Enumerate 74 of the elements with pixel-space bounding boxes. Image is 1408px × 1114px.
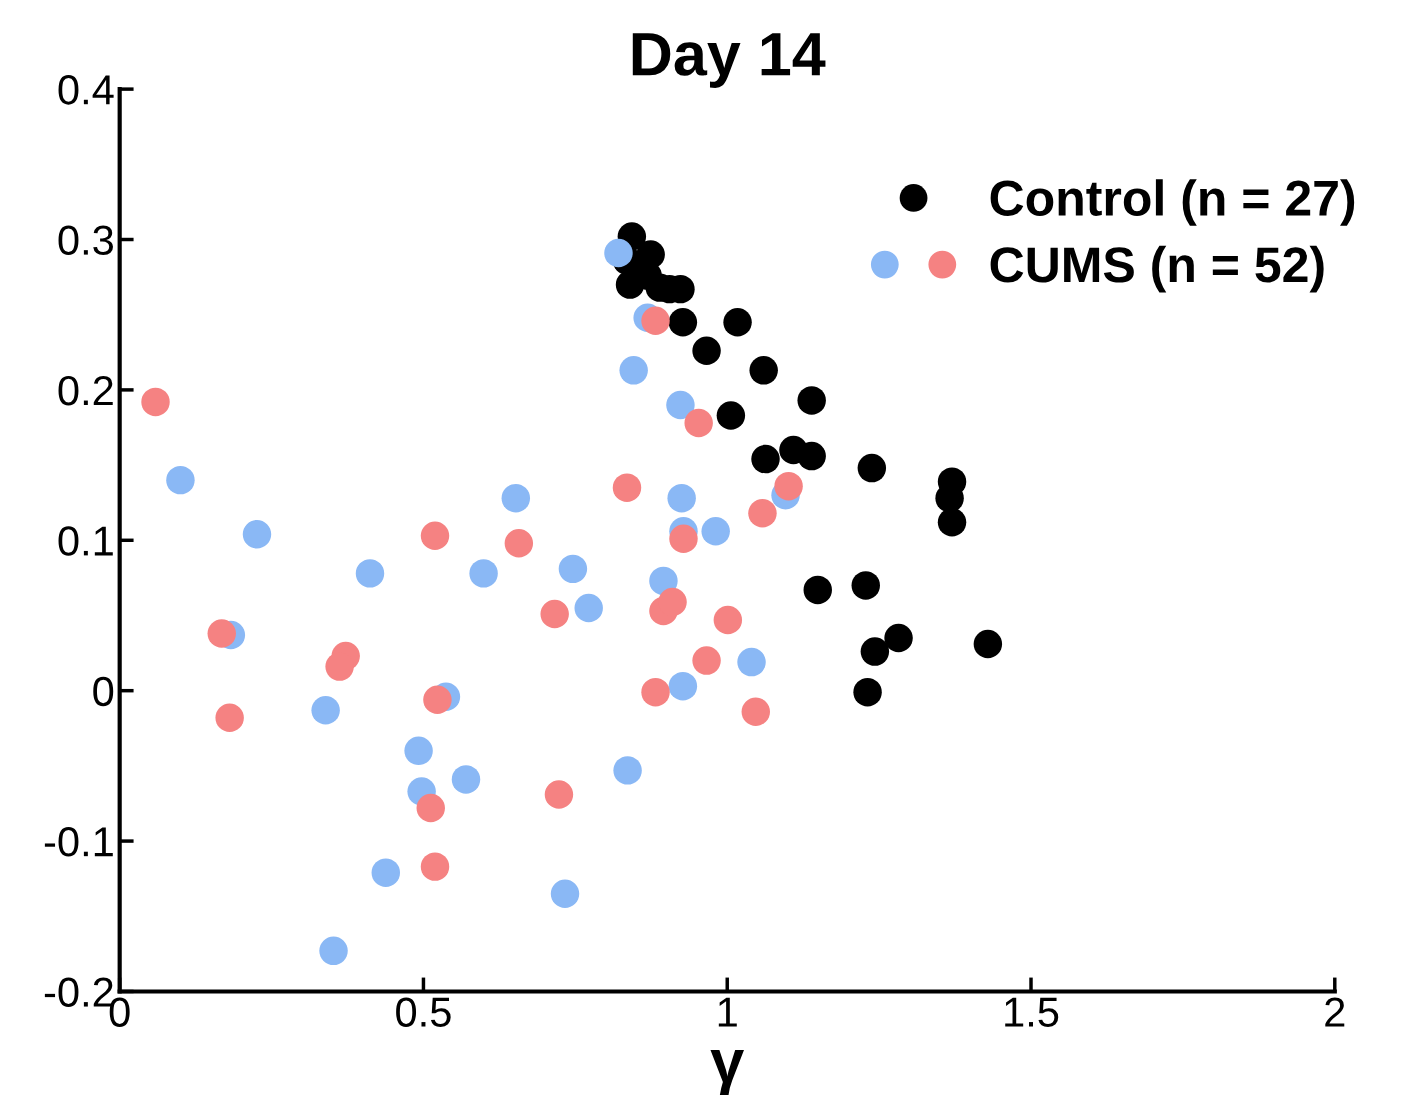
- point: [860, 637, 890, 666]
- point: [641, 306, 670, 335]
- point: [666, 390, 695, 420]
- point: [451, 765, 481, 794]
- point: [851, 571, 880, 600]
- point: [749, 356, 778, 385]
- point: [319, 936, 348, 966]
- x-tick-label: 2: [1325, 997, 1345, 1027]
- point: [774, 471, 803, 501]
- point: [692, 646, 721, 675]
- point: [166, 465, 195, 495]
- point: [641, 677, 670, 707]
- point: [501, 483, 531, 513]
- point: [325, 652, 354, 681]
- y-tick-label: 0.3: [58, 225, 113, 256]
- point: [420, 521, 450, 551]
- point: [723, 307, 752, 337]
- point: [797, 386, 826, 415]
- point: [558, 554, 588, 584]
- point: [420, 852, 450, 881]
- point: [504, 529, 534, 558]
- point: [544, 780, 574, 809]
- y-tick-label: 0.4: [58, 75, 114, 105]
- point: [741, 697, 771, 726]
- point: [713, 605, 743, 635]
- point: [803, 575, 832, 605]
- legend-label: Control (n = 27): [990, 179, 1355, 226]
- point: [973, 629, 1003, 659]
- point: [668, 307, 698, 337]
- point: [604, 238, 633, 268]
- point: [716, 401, 746, 430]
- point: [668, 671, 698, 701]
- point: [371, 858, 401, 887]
- point: [423, 685, 452, 714]
- point: [619, 356, 648, 385]
- point: [658, 587, 687, 617]
- point: [215, 703, 244, 732]
- point: [937, 508, 967, 537]
- point: [612, 473, 642, 502]
- point: [613, 756, 642, 785]
- y-tick-label: 0.1: [58, 526, 113, 556]
- y-tick-label: 0: [93, 676, 114, 707]
- x-tick-label: 1.5: [1005, 997, 1059, 1027]
- chart-title: Day 14: [632, 33, 826, 88]
- point: [884, 623, 913, 653]
- x-axis-title: γ: [710, 1049, 744, 1095]
- point: [748, 498, 777, 528]
- point: [692, 336, 721, 366]
- point: [355, 559, 385, 588]
- point: [311, 696, 340, 725]
- point: [540, 599, 569, 629]
- y-tick-label: -0.1: [44, 827, 113, 857]
- point: [469, 559, 498, 588]
- x-tick-label: 1: [718, 997, 737, 1027]
- point: [751, 444, 780, 474]
- point: [416, 793, 445, 823]
- point: [615, 270, 645, 299]
- legend-label: CUMS (n = 52): [990, 245, 1324, 293]
- point: [242, 520, 272, 549]
- point: [667, 483, 696, 513]
- point: [574, 593, 603, 623]
- point: [684, 408, 713, 438]
- point: [701, 517, 730, 546]
- point: [404, 736, 433, 766]
- point: [797, 441, 826, 471]
- x-tick-label: 0.5: [396, 997, 451, 1027]
- point: [141, 387, 170, 417]
- point: [550, 879, 580, 908]
- point: [857, 453, 887, 483]
- y-tick-label: 0.2: [58, 375, 113, 406]
- point: [207, 619, 236, 648]
- point: [669, 524, 698, 554]
- point: [853, 677, 882, 707]
- point: [737, 647, 766, 677]
